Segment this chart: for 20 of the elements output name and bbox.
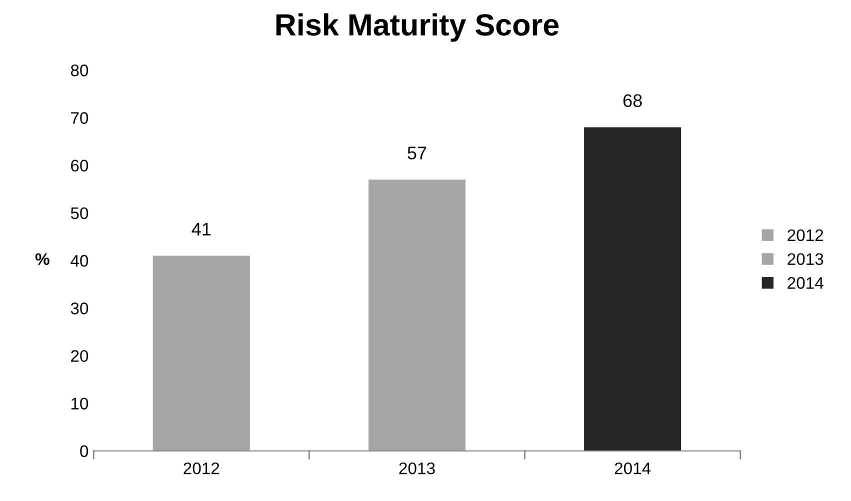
x-tick-label: 2012: [184, 462, 220, 474]
legend-label: 2013: [788, 253, 824, 265]
data-label: 57: [408, 146, 426, 160]
y-tick-label: 30: [70, 302, 88, 314]
chart-title: Risk Maturity Score: [276, 13, 559, 42]
y-tick-label: 40: [70, 254, 88, 267]
legend-label: 2012: [788, 229, 824, 242]
y-tick-label: 70: [71, 112, 88, 124]
x-tick-label: 2014: [614, 462, 651, 474]
y-tick-label: 0: [80, 445, 88, 458]
legend-label: 2014: [788, 277, 824, 289]
y-axis-title: %: [35, 253, 50, 265]
y-tick-label: 80: [70, 64, 88, 76]
y-tick-label: 10: [71, 398, 88, 410]
data-label: 41: [192, 222, 211, 236]
y-tick-label: 50: [70, 207, 88, 220]
y-tick-label: 60: [71, 160, 88, 172]
x-tick-label: 2013: [399, 462, 435, 474]
data-label: 68: [623, 94, 642, 108]
y-tick-label: 20: [71, 350, 88, 362]
